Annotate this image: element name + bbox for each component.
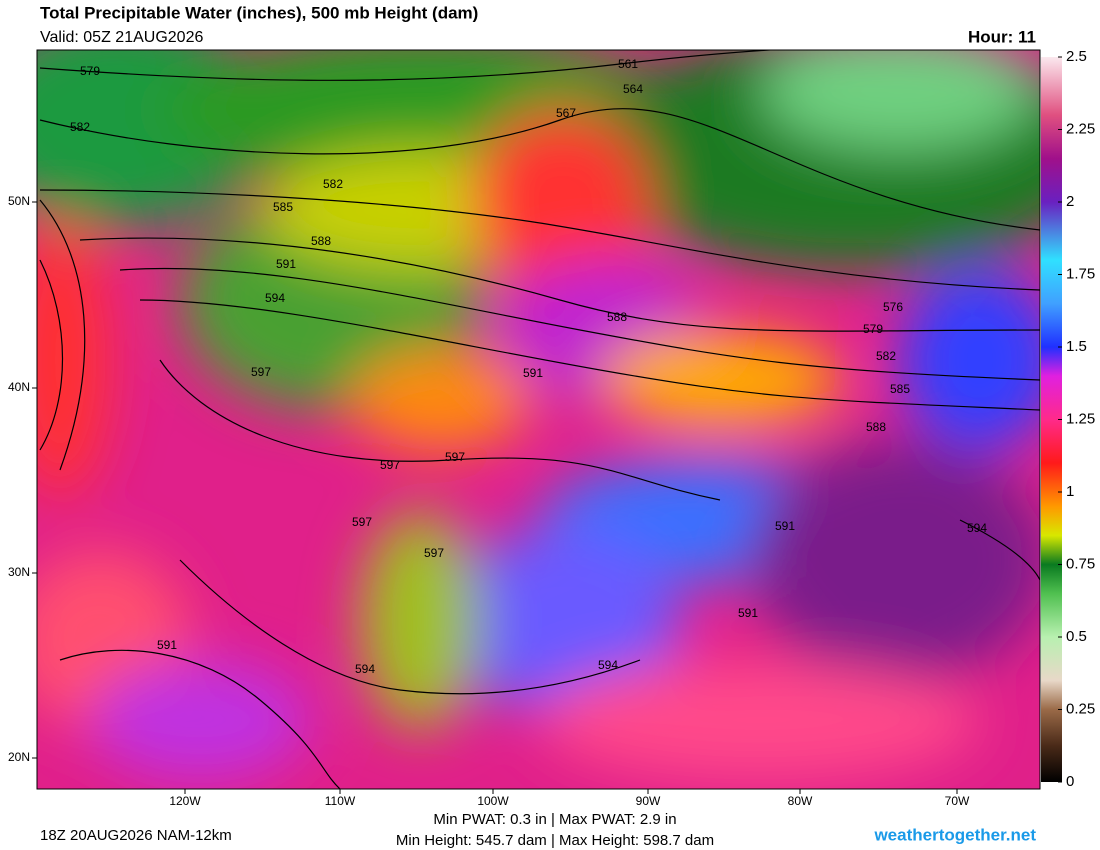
contour-label: 591 [157,638,177,652]
colorbar-tick-label: 2.25 [1066,120,1095,137]
lat-label: 30N [8,565,30,579]
lon-label: 110W [325,794,356,808]
contour-label: 591 [523,366,543,380]
lon-label: 90W [636,794,661,808]
contour-label: 594 [355,662,375,676]
colorbar-tick-label: 2 [1066,193,1074,210]
lon-label: 70W [945,794,970,808]
contour-label: 588 [866,420,886,434]
contour-label: 582 [323,177,343,191]
colorbar-tick-label: 0.25 [1066,700,1095,717]
colorbar-tick-label: 2.5 [1066,48,1087,65]
contour-label: 591 [276,257,296,271]
contour-label: 582 [70,120,90,134]
lat-label: 40N [8,380,30,394]
contour-label: 561 [618,57,638,71]
map-field [37,50,1040,789]
height-range: Min Height: 545.7 dam | Max Height: 598.… [396,832,714,849]
colorbar-tick-label: 0 [1066,773,1074,790]
contour-label: 597 [445,450,465,464]
lon-label: 80W [788,794,813,808]
forecast-hour: Hour: 11 [968,27,1036,46]
contour-label: 588 [607,310,627,324]
contour-label: 576 [883,300,903,314]
colorbar-tick-label: 0.75 [1066,555,1095,572]
contour-label: 597 [424,546,444,560]
contour-label: 564 [623,82,643,96]
contour-label: 597 [380,458,400,472]
valid-time: Valid: 05Z 21AUG2026 [40,29,203,46]
colorbar-tick-label: 0.5 [1066,628,1087,645]
model-run: 18Z 20AUG2026 NAM-12km [40,827,232,844]
contour-label: 585 [273,200,293,214]
pwat-range: Min PWAT: 0.3 in | Max PWAT: 2.9 in [433,811,676,828]
contour-label: 567 [556,106,576,120]
title: Total Precipitable Water (inches), 500 m… [40,3,478,22]
colorbar-tick-label: 1 [1066,483,1074,500]
site-credit: weathertogether.net [873,825,1036,844]
lat-label: 50N [8,194,30,208]
contour-label: 594 [598,658,618,672]
contour-label: 585 [890,382,910,396]
map-frame [36,49,1041,790]
lon-label: 120W [169,794,201,808]
contour-label: 588 [311,234,331,248]
colorbar-tick-label: 1.75 [1066,265,1095,282]
contour-label: 591 [738,606,758,620]
contour-label: 579 [80,64,100,78]
contour-label: 594 [265,291,285,305]
contour-label: 594 [967,521,987,535]
colorbar [1041,57,1062,782]
contour-label: 597 [352,515,372,529]
lon-label: 100W [477,794,509,808]
contour-label: 579 [863,322,883,336]
colorbar-tick-label: 1.25 [1066,410,1095,427]
contour-label: 591 [775,519,795,533]
colorbar-tick-label: 1.5 [1066,338,1087,355]
contour-label: 597 [251,365,271,379]
contour-label: 582 [876,349,896,363]
lat-label: 20N [8,750,30,764]
